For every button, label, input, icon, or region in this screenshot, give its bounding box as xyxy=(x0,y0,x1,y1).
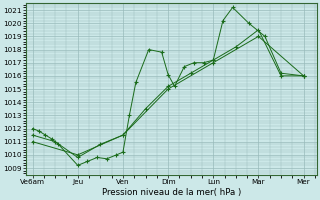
X-axis label: Pression niveau de la mer( hPa ): Pression niveau de la mer( hPa ) xyxy=(102,188,241,197)
